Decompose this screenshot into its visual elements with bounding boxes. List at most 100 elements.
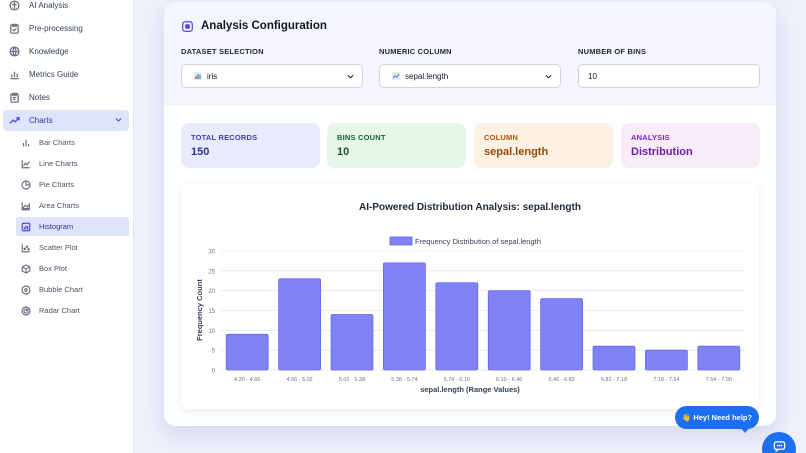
column-select[interactable]: sepal.length [379,64,561,88]
sidebar-sub-item-pie-charts[interactable]: Pie Charts [16,175,129,194]
histogram-bar[interactable] [435,282,479,371]
sidebar-sub-item-radar-chart[interactable]: Radar Chart [16,301,129,320]
histogram-bar[interactable] [540,298,583,371]
config-title: Analysis Configuration [182,20,327,32]
y-tick-label: 5 [212,349,216,355]
sidebar-item-knowledge[interactable]: Knowledge [3,41,129,62]
sidebar-item-label: Metrics Guide [29,70,79,79]
x-tick-label: 6.46 - 6.82 [548,377,574,383]
sidebar-item-label: Charts [29,116,53,125]
sidebar-item-label: Pre-processing [29,24,83,33]
stat-label: ANALYSIS [631,133,670,142]
sidebar-item-metrics-guide[interactable]: Metrics Guide [3,64,129,85]
chat-button[interactable] [762,432,796,453]
dataset-select-value: iris [207,71,218,81]
sidebar-item-pre-processing[interactable]: Pre-processing [3,18,129,39]
histogram-bar[interactable] [487,290,531,371]
x-tick-label: 6.10 - 6.46 [496,377,522,383]
chevron-down-icon[interactable] [114,115,123,126]
sidebar: AI Analysis Pre-processing Knowledge Met… [0,0,134,453]
y-tick-label: 15 [208,309,215,315]
bubble-icon [21,284,31,295]
histogram-bar[interactable] [278,278,321,371]
x-tick-label: 4.30 - 4.66 [234,377,260,383]
chevron-down-icon [545,73,552,80]
legend-label: Frequency Distribution of sepal.length [415,237,541,246]
sidebar-sub-item-line-charts[interactable]: Line Charts [16,154,129,173]
stat-label: BINS COUNT [337,133,386,142]
bins-label: NUMBER OF BINS [578,47,647,56]
clipboard-icon [9,92,20,103]
histogram-chart-card: AI-Powered Distribution Analysis: sepal.… [181,183,759,409]
x-tick-label: 5.38 - 5.74 [391,377,417,383]
sidebar-sub-item-label: Area Charts [39,201,80,210]
page-title: Analysis Configuration [201,20,327,32]
x-tick-label: 6.82 - 7.18 [601,377,627,383]
x-axis-label: sepal.length (Range Values) [420,385,520,394]
bins-input[interactable]: 10 [578,64,760,88]
stat-analysis: ANALYSIS Distribution [621,123,760,168]
help-bubble-label: 👋 Hey! Need help? [681,413,753,422]
stat-label: TOTAL RECORDS [191,133,258,142]
histogram-bar[interactable] [697,345,741,371]
histogram-bar[interactable] [592,345,636,371]
sidebar-sub-item-scatter-plot[interactable]: Scatter Plot [16,238,129,257]
config-panel: Analysis Configuration DATASET SELECTION… [164,2,776,106]
sidebar-item-label: AI Analysis [29,1,69,10]
y-tick-label: 25 [208,269,215,275]
sidebar-item-charts[interactable]: Charts [3,110,129,131]
bar-chart-icon [9,69,20,80]
sidebar-item-ai-analysis[interactable]: AI Analysis [3,0,129,16]
line-chart-icon [21,159,31,169]
pie-chart-icon [21,179,31,190]
clipboard-icon [9,23,20,34]
histogram-icon [21,222,31,232]
sidebar-sub-item-area-charts[interactable]: Area Charts [16,196,129,215]
sidebar-item-label: Knowledge [29,47,69,56]
sidebar-sub-item-label: Pie Charts [39,180,75,189]
sidebar-item-label: Notes [29,93,50,102]
x-tick-label: 7.18 - 7.54 [653,377,679,383]
help-bubble-tail [740,427,750,433]
bar-chart-icon [21,138,31,148]
stat-bins-count: BINS COUNT 10 [327,123,466,168]
y-axis: 0 5 10 15 20 25 30 [208,250,215,375]
histogram-chart: AI-Powered Distribution Analysis: sepal.… [195,202,745,394]
bar-chart-emoji-icon [194,72,202,80]
y-axis-label: Frequency Count [195,279,204,341]
trend-icon [9,115,20,126]
sidebar-sub-item-bubble-chart[interactable]: Bubble Chart [16,280,129,299]
column-select-value: sepal.length [405,71,449,81]
histogram-bar[interactable] [330,314,374,371]
histogram-bar[interactable] [225,333,269,371]
sidebar-sub-item-box-plot[interactable]: Box Plot [16,259,129,278]
x-tick-label: 5.02 - 5.38 [339,377,365,383]
bins-input-value: 10 [588,71,597,81]
stat-total-records: TOTAL RECORDS 150 [181,123,320,168]
help-bubble[interactable]: 👋 Hey! Need help? [675,406,759,429]
sidebar-sub-item-label: Histogram [39,222,74,231]
sidebar-item-notes[interactable]: Notes [3,87,129,108]
sidebar-sub-item-label: Line Charts [39,159,78,168]
legend-swatch [389,236,413,246]
sidebar-sub-item-label: Bar Charts [39,138,75,147]
sidebar-sub-item-histogram[interactable]: Histogram [16,217,129,236]
x-axis: 4.30 - 4.66 4.66 - 5.02 5.02 - 5.38 5.38 - … [234,377,732,383]
y-tick-label: 0 [212,369,216,375]
chart-title: AI-Powered Distribution Analysis: sepal.… [359,202,581,213]
histogram-bar[interactable] [383,262,426,371]
histogram-bar[interactable] [645,349,688,371]
stat-value: Distribution [631,146,693,158]
chart-legend[interactable]: Frequency Distribution of sepal.length [389,236,541,246]
dataset-select[interactable]: iris [181,64,363,88]
stat-value: 10 [337,146,350,158]
x-tick-label: 4.66 - 5.02 [286,377,312,383]
stat-label: COLUMN [484,133,519,142]
sidebar-sub-item-bar-charts[interactable]: Bar Charts [16,133,129,152]
chevron-down-icon [347,73,354,80]
chat-icon [773,440,786,453]
column-label: NUMERIC COLUMN [379,47,452,56]
scatter-icon [21,243,31,253]
x-tick-label: 7.54 - 7.90 [706,377,732,383]
stat-value: sepal.length [484,146,549,158]
